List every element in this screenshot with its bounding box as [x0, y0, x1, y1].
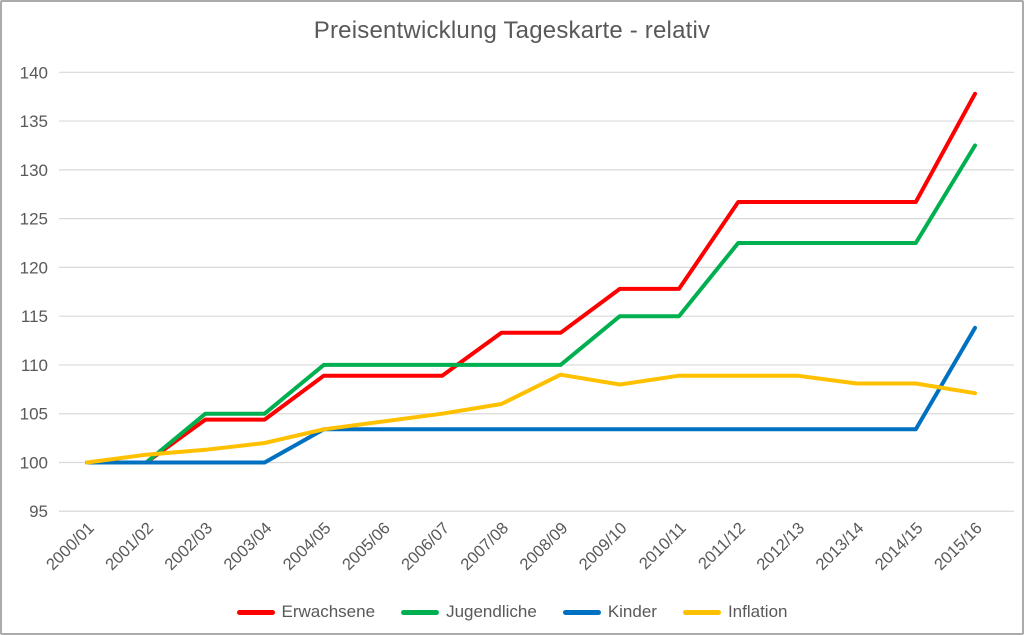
legend-item-erwachsene: Erwachsene	[236, 602, 376, 622]
x-axis-tick-label: 2014/15	[872, 519, 927, 574]
legend-item-kinder: Kinder	[562, 602, 657, 622]
y-axis-tick-label: 130	[20, 161, 48, 180]
x-axis-tick-label: 2004/05	[280, 519, 335, 574]
y-axis-tick-label: 95	[29, 502, 48, 521]
x-axis-tick-label: 2013/14	[813, 519, 868, 574]
y-axis-labels: 140 135 130 125 120 115 110 105 100 95	[20, 63, 48, 521]
legend: Erwachsene Jugendliche Kinder Inflation	[2, 602, 1022, 622]
series-line-jugendliche	[85, 143, 977, 465]
x-axis-tick-label: 2008/09	[517, 519, 572, 574]
x-axis-tick-label: 2005/06	[339, 519, 394, 574]
legend-swatch-kinder-icon	[562, 609, 601, 615]
y-axis-tick-label: 100	[20, 453, 48, 472]
legend-item-jugendliche: Jugendliche	[401, 602, 537, 622]
x-axis-tick-label: 2011/12	[695, 519, 749, 573]
gridlines	[59, 71, 1014, 512]
y-axis-tick-label: 115	[21, 307, 48, 326]
series-lines	[85, 91, 977, 465]
x-axis-tick-label: 2001/02	[102, 519, 157, 574]
chart-title: Preisentwicklung Tageskarte - relativ	[313, 17, 711, 44]
y-axis-tick-label: 105	[20, 405, 48, 424]
legend-swatch-jugendliche-icon	[401, 609, 440, 615]
x-axis-labels: 2000/01 2001/02 2002/03 2003/04 2004/05 2005/…	[43, 519, 986, 574]
series-line-erwachsene	[85, 91, 977, 465]
legend-label: Jugendliche	[446, 602, 537, 621]
legend-label: Inflation	[727, 602, 788, 621]
legend-label: Kinder	[607, 602, 657, 621]
y-axis-tick-label: 140	[20, 63, 48, 82]
x-axis-tick-label: 2010/11	[636, 519, 690, 573]
x-axis-tick-label: 2002/03	[161, 519, 216, 574]
x-axis-tick-label: 2015/16	[931, 519, 986, 574]
legend-swatch-erwachsene-icon	[236, 609, 275, 615]
series-line-inflation	[85, 372, 977, 465]
x-axis-tick-label: 2006/07	[398, 519, 453, 574]
y-axis-tick-label: 125	[20, 210, 48, 229]
y-axis-tick-label: 120	[20, 258, 48, 277]
x-axis-tick-label: 2000/01	[43, 519, 98, 574]
x-axis-tick-label: 2007/08	[457, 519, 512, 574]
series-line-kinder	[85, 325, 977, 465]
x-axis-tick-label: 2003/04	[221, 519, 276, 574]
x-axis-tick-label: 2009/10	[576, 519, 631, 574]
legend-label: Erwachsene	[281, 602, 376, 621]
legend-item-inflation: Inflation	[682, 602, 788, 622]
legend-swatch-inflation-icon	[682, 609, 721, 615]
y-axis-tick-label: 110	[21, 356, 48, 375]
x-axis-tick-label: 2012/13	[753, 519, 808, 574]
y-axis-tick-label: 135	[20, 112, 48, 131]
